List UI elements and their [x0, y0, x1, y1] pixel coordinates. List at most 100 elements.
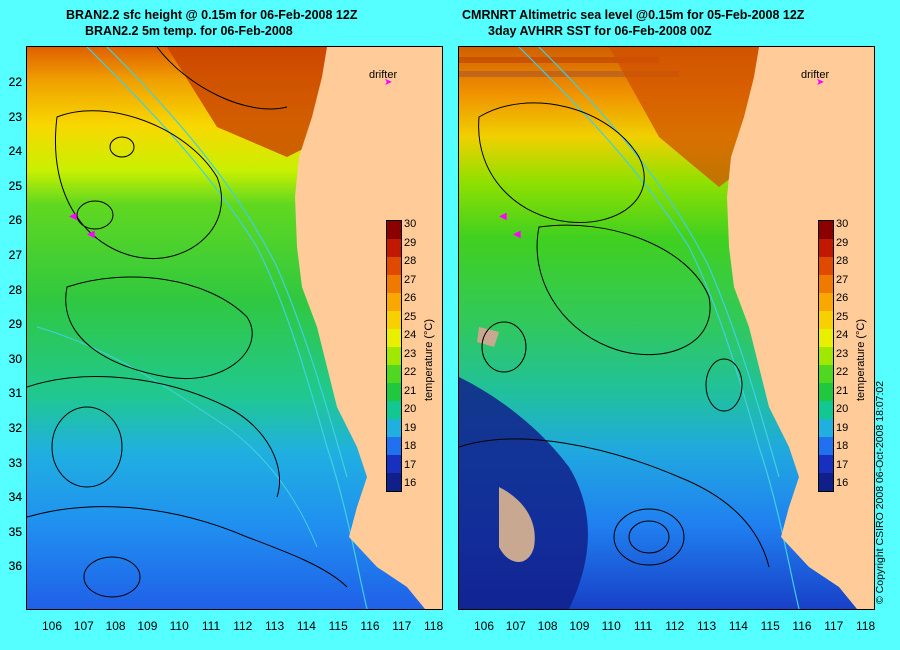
- colorbar-tick-label: 25: [404, 310, 417, 323]
- drifter-legend-marker: ➤: [816, 77, 824, 88]
- drifter-marker: ◀: [513, 229, 521, 240]
- drifter-legend-marker: ➤: [384, 77, 392, 88]
- longitude-tick-label: 118: [856, 619, 876, 633]
- colorbar-tick-label: 18: [836, 440, 849, 452]
- latitude-tick-label: 33: [8, 455, 22, 470]
- longitude-tick-label: 118: [424, 619, 444, 633]
- colorbar-tick-label: 27: [404, 273, 417, 286]
- longitude-tick-label: 112: [233, 619, 253, 633]
- bathymetry-contour: [86, 47, 368, 609]
- sea-level-contour: [705, 358, 743, 412]
- longitude-tick-label: 108: [537, 619, 558, 633]
- left-title-line1: BRAN2.2 sfc height @ 0.15m for 06-Feb-20…: [66, 8, 358, 22]
- colorbar-tick-label: 26: [404, 292, 417, 304]
- longitude-tick-label: 109: [569, 619, 590, 633]
- longitude-tick-label: 107: [73, 619, 94, 633]
- sea-level-contour: [83, 556, 141, 598]
- latitude-tick-label: 27: [8, 248, 22, 262]
- longitude-tick-label: 110: [601, 619, 621, 633]
- longitude-tick-label: 117: [824, 619, 844, 633]
- latitude-tick-label: 35: [8, 524, 22, 539]
- sea-level-contour: [536, 224, 711, 356]
- colorbar-tick-label: 30: [404, 218, 417, 230]
- latitude-tick-label: 26: [8, 213, 22, 228]
- sea-level-contour: [481, 321, 527, 373]
- cold-water-patch: [459, 377, 588, 609]
- longitude-tick-label: 114: [296, 619, 316, 633]
- latitude-tick-label: 36: [8, 559, 22, 574]
- colorbar-tick-label: 28: [836, 255, 849, 267]
- left-colorbar-title: temperature (°C): [423, 318, 435, 401]
- colorbar-tick-label: 16: [836, 477, 849, 489]
- latitude-tick-label: 29: [8, 317, 22, 332]
- longitude-tick-label: 109: [137, 619, 158, 633]
- sea-level-contour: [65, 276, 253, 379]
- right-map-svg: ◀ ◀ ➤: [459, 47, 874, 609]
- left-title-line2: BRAN2.2 5m temp. for 06-Feb-2008: [85, 24, 293, 38]
- colorbar-tick-label: 29: [836, 236, 849, 249]
- sea-level-contour: [76, 200, 114, 230]
- colorbar-tick-label: 20: [836, 403, 849, 415]
- sea-level-contour: [613, 508, 685, 566]
- longitude-tick-label: 115: [760, 619, 780, 633]
- left-map-svg: ◀ ◀ ➤: [27, 47, 442, 609]
- coastline-land: [727, 47, 874, 609]
- colorbar-tick-label: 24: [836, 329, 849, 341]
- copyright-text: © Copyright CSIRO 2008 06-Oct-2008 18:07…: [874, 380, 886, 604]
- colorbar-tick-label: 18: [404, 440, 417, 452]
- no-data-stripe: [459, 57, 659, 63]
- drifter-marker: ◀: [69, 211, 77, 222]
- latitude-tick-label: 25: [8, 178, 22, 193]
- sea-level-contour: [478, 102, 645, 224]
- sea-level-contour: [51, 406, 123, 488]
- bathymetry-contour: [518, 47, 800, 609]
- colorbar-tick-label: 28: [404, 255, 417, 267]
- latitude-tick-label: 29: [8, 317, 22, 332]
- colorbar-tick-label: 22: [404, 366, 417, 378]
- colorbar-tick-label: 17: [836, 458, 849, 471]
- colorbar-tick-label: 23: [836, 347, 849, 360]
- sea-level-contour: [27, 376, 281, 498]
- latitude-tick-label: 32: [8, 421, 22, 435]
- bathymetry-contour: [538, 47, 780, 478]
- latitude-tick-label: 28: [8, 282, 22, 297]
- latitude-tick-label: 33: [8, 455, 22, 470]
- drifter-marker: ◀: [499, 211, 507, 222]
- latitude-tick-label: 31: [8, 386, 22, 401]
- colorbar-tick-label: 24: [404, 329, 417, 341]
- longitude-tick-label: 106: [41, 619, 63, 633]
- latitude-tick-label: 28: [8, 282, 22, 297]
- right-map-panel: ◀ ◀ ➤ drifter 30 29 28 27 26 25 24 23 22 21 20 19 18…: [458, 46, 875, 610]
- latitude-tick-label: 31: [8, 386, 22, 401]
- colorbar-tick-label: 26: [836, 292, 849, 304]
- colorbar-tick-label: 21: [836, 384, 849, 397]
- longitude-tick-label: 114: [728, 619, 748, 633]
- sea-level-contour: [156, 47, 288, 110]
- sea-level-contour: [109, 136, 135, 158]
- coastline-land: [295, 47, 442, 609]
- left-map-panel: ◀ ◀ ➤ drifter 30 29 28 27 26 25 24 23 22 21 20 19 18…: [26, 46, 443, 610]
- longitude-tick-label: 116: [792, 619, 812, 633]
- sea-level-contour: [459, 438, 770, 568]
- colorbar-tick-label: 22: [836, 366, 849, 378]
- latitude-tick-label: 32: [8, 421, 22, 435]
- bathymetry-contour: [106, 47, 348, 478]
- colorbar-tick-label: 30: [836, 218, 849, 230]
- colorbar-tick-label: 29: [404, 236, 417, 249]
- latitude-tick-label: 24: [8, 144, 22, 159]
- colorbar-tick-label: 27: [836, 273, 849, 286]
- right-drifter-label: drifter: [801, 69, 830, 81]
- colorbar-tick-label: 19: [836, 421, 849, 434]
- latitude-tick-label: 26: [8, 213, 22, 228]
- latitude-tick-label: 24: [8, 144, 22, 159]
- colorbar-tick-label: 20: [404, 403, 417, 415]
- latitude-tick-label: 36: [8, 559, 22, 574]
- latitude-tick-label: 27: [8, 248, 22, 262]
- right-title-line2: 3day AVHRR SST for 06-Feb-2008 00Z: [488, 24, 712, 38]
- colorbar-tick-label: 25: [836, 310, 849, 323]
- bathymetry-contour: [36, 326, 318, 548]
- longitude-tick-label: 110: [169, 619, 189, 633]
- right-title-line1: CMRNRT Altimetric sea level @0.15m for 0…: [462, 8, 805, 22]
- longitude-tick-label: 111: [633, 619, 653, 633]
- longitude-tick-label: 115: [328, 619, 348, 633]
